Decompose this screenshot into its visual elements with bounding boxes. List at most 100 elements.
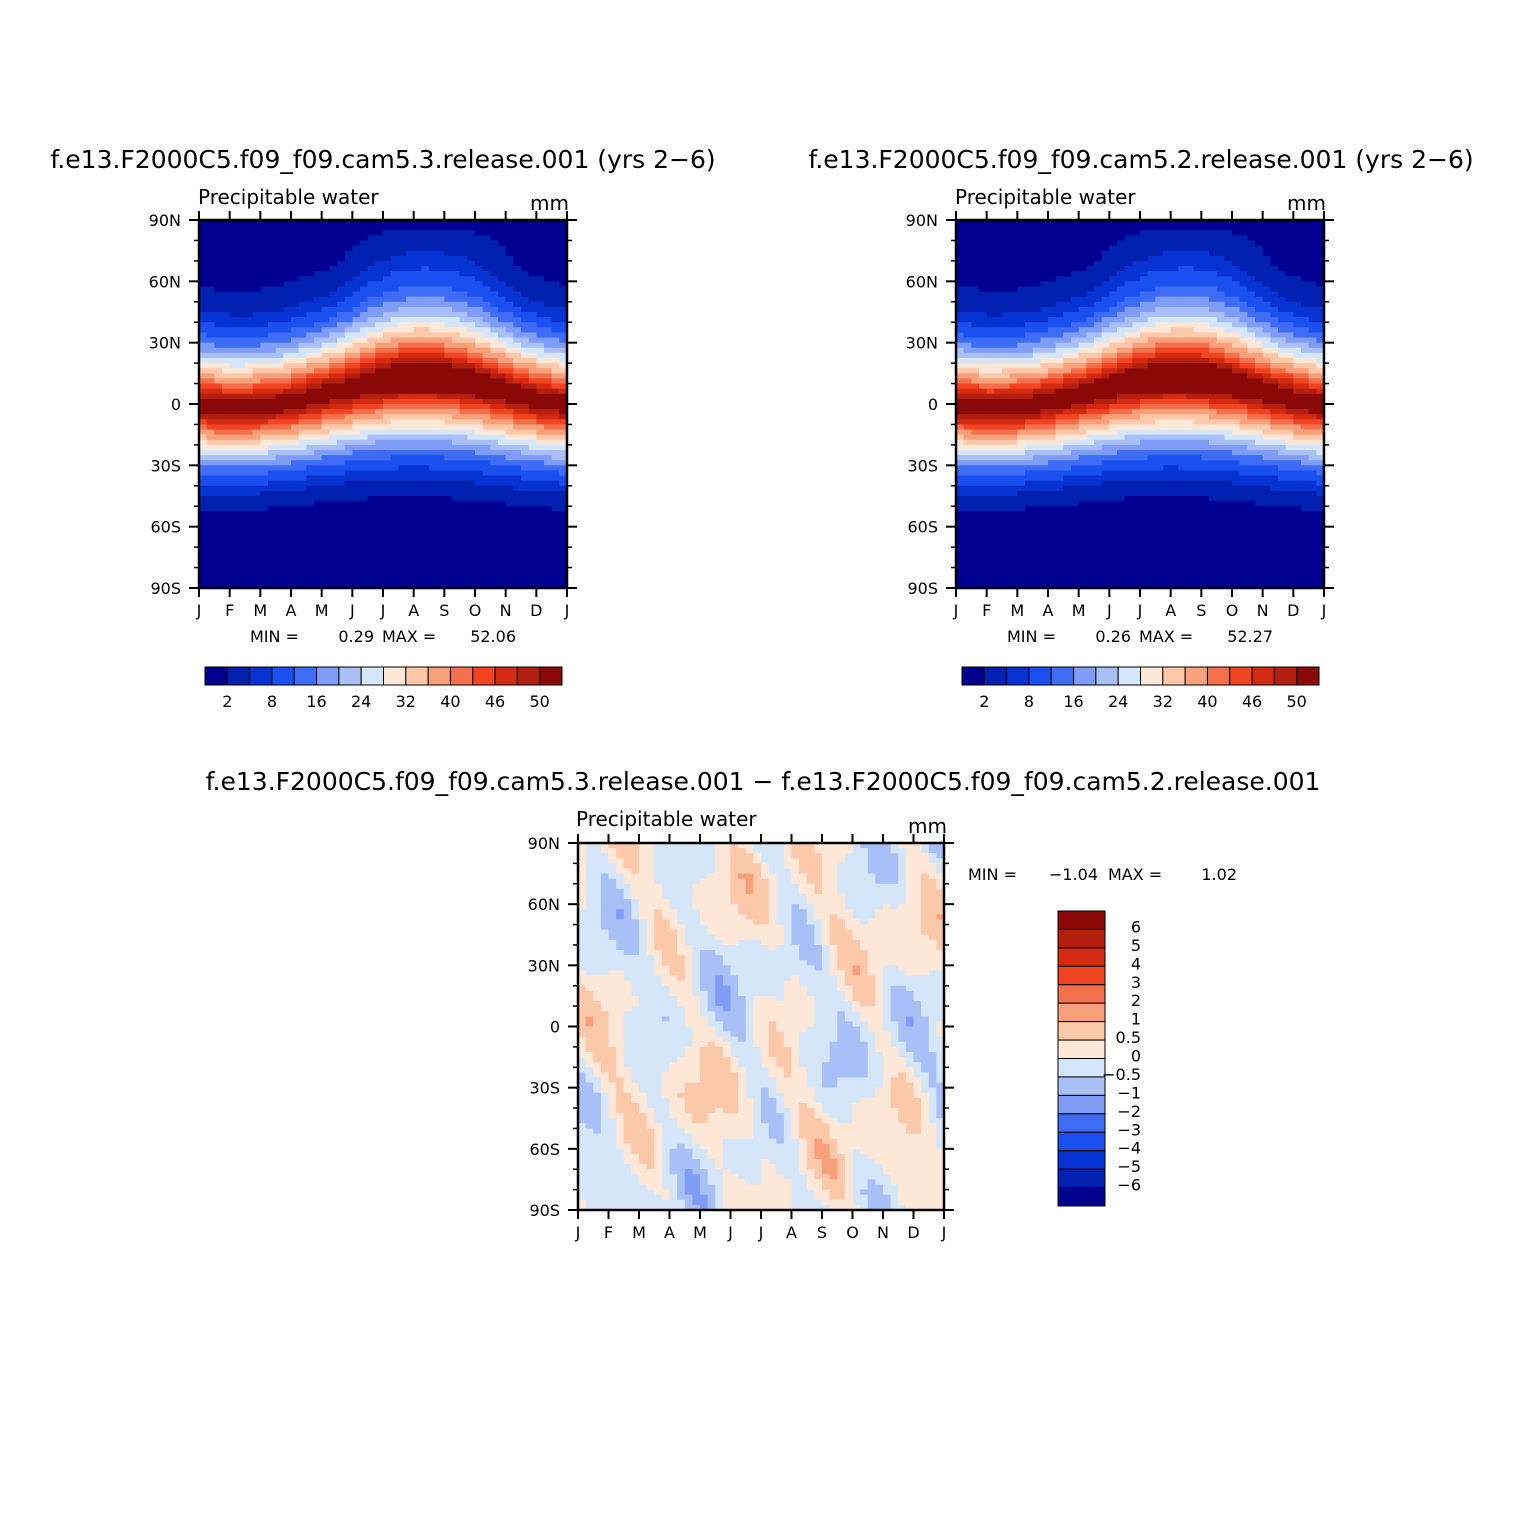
- field-cell: [459, 368, 468, 374]
- field-cell: [214, 286, 223, 293]
- field-cell: [1239, 250, 1248, 257]
- field-cell: [252, 373, 261, 380]
- field-cell: [1063, 271, 1072, 277]
- field-cell: [413, 230, 422, 236]
- field-cell: [398, 404, 407, 410]
- field-cell: [490, 572, 499, 579]
- field-cell: [513, 342, 522, 349]
- field-cell: [459, 347, 468, 354]
- field-cell: [513, 424, 522, 431]
- field-cell: [1086, 296, 1095, 303]
- field-cell: [383, 531, 392, 538]
- field-cell: [321, 521, 330, 528]
- field-cell: [406, 444, 415, 451]
- field-cell: [956, 281, 965, 288]
- field-cell: [1308, 291, 1317, 298]
- field-cell: [521, 388, 530, 395]
- field-cell: [1247, 281, 1256, 288]
- field-cell: [1117, 271, 1126, 277]
- field-cell: [444, 501, 453, 507]
- field-cell: [498, 332, 507, 339]
- field-cell: [1301, 281, 1310, 288]
- field-cell: [1255, 230, 1264, 236]
- field-cell: [513, 470, 522, 477]
- field-cell: [482, 536, 491, 543]
- field-cell: [521, 358, 530, 364]
- field-cell: [367, 429, 376, 436]
- field-cell: [252, 301, 261, 308]
- field-cell: [505, 271, 514, 277]
- field-cell: [498, 562, 507, 569]
- field-cell: [459, 552, 468, 558]
- field-cell: [268, 225, 277, 231]
- field-cell: [283, 327, 292, 334]
- field-cell: [291, 312, 300, 318]
- field-cell: [413, 388, 422, 395]
- field-cell: [229, 368, 238, 374]
- field-cell: [521, 582, 530, 588]
- field-cell: [245, 312, 254, 318]
- field-cell: [367, 271, 376, 277]
- field-cell: [245, 460, 254, 466]
- field-cell: [252, 470, 261, 477]
- field-cell: [268, 322, 277, 328]
- field-cell: [513, 393, 522, 400]
- field-cell: [1140, 281, 1149, 288]
- field-cell: [467, 582, 476, 588]
- field-cell: [551, 475, 560, 482]
- field-cell: [1216, 327, 1225, 334]
- field-cell: [283, 562, 292, 569]
- field-cell: [237, 240, 246, 247]
- field-cell: [528, 358, 537, 364]
- field-cell: [1048, 322, 1057, 328]
- field-cell: [528, 352, 537, 359]
- field-cell: [1101, 306, 1110, 313]
- field-cell: [306, 317, 315, 323]
- field-cell: [1293, 306, 1302, 313]
- field-cell: [252, 414, 261, 420]
- field-cell: [222, 230, 231, 236]
- field-cell: [482, 332, 491, 339]
- field-cell: [1170, 296, 1179, 303]
- field-cell: [398, 352, 407, 359]
- field-cell: [260, 337, 269, 344]
- field-cell: [222, 347, 231, 354]
- field-cell: [1270, 271, 1279, 277]
- field-cell: [475, 455, 484, 461]
- field-cell: [298, 286, 307, 293]
- field-cell: [321, 490, 330, 497]
- field-cell: [559, 450, 567, 456]
- field-cell: [544, 347, 553, 354]
- field-cell: [214, 475, 223, 482]
- field-cell: [352, 480, 361, 487]
- field-cell: [1262, 363, 1271, 369]
- field-cell: [498, 271, 507, 277]
- field-cell: [252, 536, 261, 543]
- field-cell: [314, 378, 323, 385]
- field-cell: [275, 388, 284, 395]
- field-cell: [1163, 276, 1172, 282]
- field-cell: [1078, 332, 1087, 339]
- field-cell: [505, 352, 514, 359]
- field-cell: [329, 521, 338, 528]
- field-cell: [275, 250, 284, 257]
- field-cell: [383, 378, 392, 385]
- field-cell: [1255, 352, 1264, 359]
- field-cell: [222, 490, 231, 497]
- field-cell: [398, 439, 407, 446]
- field-cell: [314, 531, 323, 538]
- field-cell: [505, 291, 514, 298]
- field-cell: [1147, 358, 1156, 364]
- field-cell: [551, 296, 560, 303]
- field-cell: [260, 322, 269, 328]
- field-cell: [551, 562, 560, 569]
- field-cell: [321, 516, 330, 523]
- field-cell: [490, 378, 499, 385]
- field-cell: [1216, 291, 1225, 298]
- field-cell: [329, 235, 338, 242]
- field-cell: [222, 444, 231, 451]
- field-cell: [963, 363, 972, 369]
- field-cell: [467, 255, 476, 262]
- field-cell: [1247, 312, 1256, 318]
- field-cell: [413, 378, 422, 385]
